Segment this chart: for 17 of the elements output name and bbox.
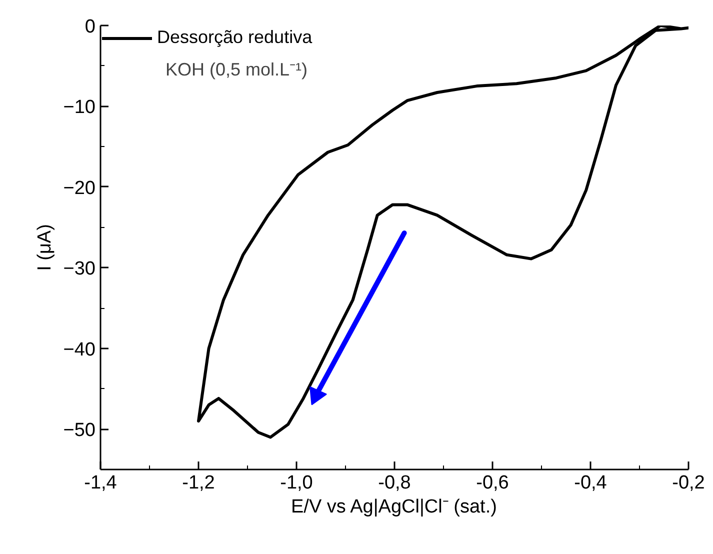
y-tick-label: −20 xyxy=(63,178,96,199)
y-tick-label: −10 xyxy=(63,97,96,118)
x-tick-label: -1,4 xyxy=(84,472,118,494)
x-tick-label: -1,2 xyxy=(182,472,215,494)
x-tick-label: -0,6 xyxy=(476,472,509,494)
x-axis-title: E/V vs Ag|AgCl|Cl⁻ (sat.) xyxy=(291,496,497,518)
y-axis-title: I (μA) xyxy=(34,224,56,271)
x-tick-label: -0,4 xyxy=(574,472,608,494)
annotation: KOH (0,5 mol.L⁻¹) xyxy=(166,60,308,80)
y-tick-label: −40 xyxy=(63,339,96,360)
legend-label: Dessorção redutiva xyxy=(157,27,312,48)
y-tick-label: 0 xyxy=(84,16,96,38)
x-tick-label: -0,8 xyxy=(378,472,411,494)
y-tick-label: −30 xyxy=(63,258,96,280)
x-tick-label: -1,0 xyxy=(280,472,313,494)
x-tick-label: -0,2 xyxy=(672,472,705,494)
y-tick-label: −50 xyxy=(63,420,96,442)
